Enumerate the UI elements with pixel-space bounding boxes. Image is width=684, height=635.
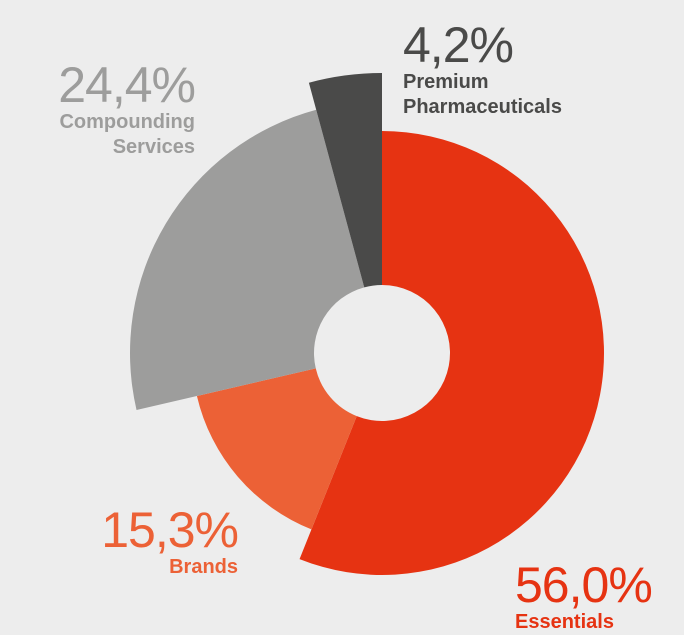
category-label: Essentials <box>515 611 614 633</box>
value-label: 15,3% <box>101 502 239 558</box>
value-label: 24,4% <box>58 57 196 113</box>
slice-label: 4,2% Premium Pharmaceuticals <box>403 17 562 120</box>
slice <box>129 109 365 410</box>
category-label: Brands <box>169 556 238 578</box>
slice-label: 24,4% Compounding Services <box>15 57 196 160</box>
slice-label: 56,0% Essentials <box>515 560 684 635</box>
category-label: Compounding Services <box>59 111 195 158</box>
value-label: 56,0% <box>515 557 653 613</box>
value-label: 4,2% <box>403 17 514 73</box>
slice <box>196 368 357 530</box>
slice-label: 15,3% Brands <box>38 502 239 580</box>
slice <box>308 73 382 288</box>
slice <box>299 131 604 575</box>
category-label: Premium Pharmaceuticals <box>403 71 562 118</box>
